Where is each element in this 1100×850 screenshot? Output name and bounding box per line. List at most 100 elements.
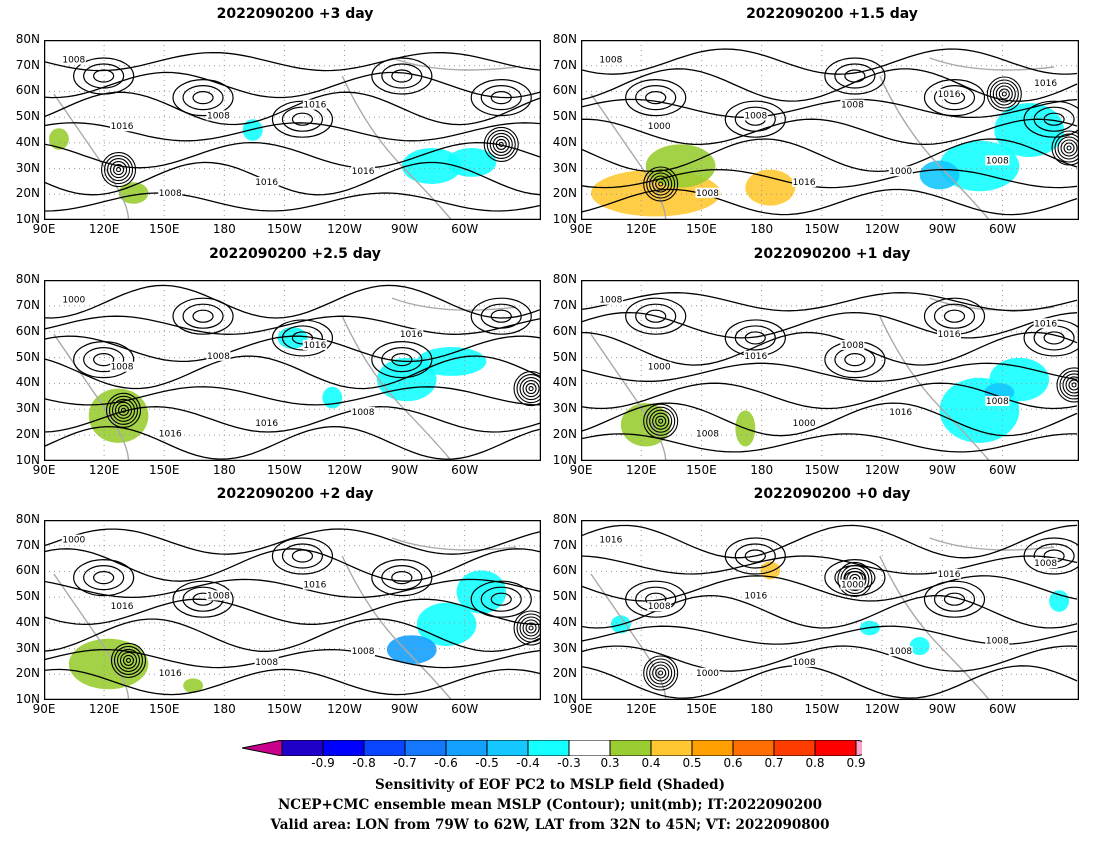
cyclone-contour [1054, 133, 1079, 163]
cyclone-contour [1065, 376, 1079, 394]
cyclone-contour [1060, 139, 1078, 157]
isobar-loop [271, 100, 334, 138]
latitude-label: 70N [552, 537, 577, 552]
contour-value-label: 1016 [303, 581, 326, 591]
latitude-label: 50N [552, 109, 577, 124]
colorbar-end-high [855, 740, 862, 756]
cyclone-contour [1063, 142, 1075, 154]
isobar-loop [470, 297, 532, 335]
isobar-loop [734, 543, 776, 569]
contour-value-label: 1000 [889, 167, 912, 177]
latitude-label: 80N [552, 32, 577, 46]
contour-value-label: 1016 [1034, 319, 1057, 329]
contour-value-label: 1016 [111, 602, 134, 612]
longitude-label: 90W [391, 702, 419, 716]
isobar-contour [581, 188, 1078, 216]
isobar-loop [470, 580, 532, 618]
longitude-label: 60W [451, 463, 479, 477]
longitude-label: 90E [32, 463, 56, 477]
sensitivity-shading [446, 148, 497, 177]
isobar-loop [635, 586, 677, 612]
contour-value-label: 1008 [1034, 559, 1057, 569]
isobar-contour [44, 648, 541, 669]
longitude-label: 180 [750, 463, 774, 477]
longitude-label: 150E [148, 463, 180, 477]
latitude-label: 70N [552, 297, 577, 312]
isobar-loop [923, 78, 986, 117]
longitude-label: 90E [569, 702, 593, 716]
isobar-contour [581, 68, 1078, 102]
isobar-loop [93, 570, 115, 585]
latitude-label: 60N [15, 323, 40, 338]
longitude-label: 120E [88, 463, 120, 477]
colorbar-segment [363, 740, 406, 756]
isobar-loop [490, 309, 512, 323]
colorbar-tick-label: 0.3 [600, 756, 620, 770]
isobar-loop [93, 353, 115, 367]
cyclone-contour [119, 651, 138, 669]
longitude-label: 60W [451, 222, 479, 236]
colorbar-tick-label: -0.8 [352, 756, 376, 770]
contour-value-label: 1008 [986, 636, 1009, 646]
longitude-label: 120E [88, 702, 120, 716]
longitude-label: 120W [327, 463, 362, 477]
contour-value-label: 1000 [696, 669, 719, 679]
contour-value-label: 1008 [111, 363, 134, 373]
contour-value-label: 1008 [159, 189, 182, 199]
cyclone-contour [113, 645, 144, 675]
cyclone-contour [998, 88, 1010, 100]
isobar-contour [44, 548, 541, 582]
cyclone-contour [995, 85, 1013, 103]
isobar-contour [44, 618, 541, 653]
isobar-contour [44, 406, 541, 433]
isobar-loop [480, 303, 522, 329]
cyclone-contour [652, 175, 670, 193]
contour-value-label: 1000 [648, 122, 671, 132]
isobar-loop [635, 84, 677, 111]
isobar-loop [923, 580, 986, 618]
isobar-loop [381, 63, 423, 89]
isobar-contour [581, 382, 1078, 410]
caption-line-2: NCEP+CMC ensemble mean MSLP (Contour); u… [277, 797, 823, 813]
longitude-label: 150E [686, 463, 717, 477]
longitude-label: 120W [864, 463, 900, 477]
colorbar-tick-label: 0.4 [641, 756, 661, 770]
isobar-loop [291, 331, 314, 345]
isobar-contour [44, 91, 541, 126]
isobar-loop [734, 325, 776, 351]
longitude-label: 150E [148, 222, 180, 236]
isobar-loop [933, 303, 976, 329]
isobar-contour [44, 315, 541, 335]
isobar-loop [391, 570, 413, 585]
latitude-label: 40N [15, 375, 40, 390]
latitude-label: 70N [15, 537, 40, 552]
cyclone-contour [114, 401, 133, 419]
contour-value-label: 1016 [159, 430, 182, 440]
panel-title-plus2p5: 2022090200 +2.5 day [209, 246, 381, 262]
isobar-loop [192, 90, 214, 105]
colorbar-tick-label: 0.9 [846, 756, 866, 770]
map-panel-plus3: 1008 1016 1008 1008 1016 1016 1016 [44, 40, 541, 220]
latitude-label: 60N [552, 323, 577, 338]
latitude-label: 20N [15, 666, 40, 681]
latitude-label: 10N [552, 692, 577, 706]
panel-title-plus2: 2022090200 +2 day [216, 486, 374, 502]
sensitivity-shading [909, 637, 930, 655]
longitude-label: 120W [327, 702, 362, 716]
longitude-label: 120E [625, 222, 657, 236]
longitude-label: 90W [928, 702, 956, 716]
isobar-loop [844, 353, 866, 367]
longitude-label: 90E [32, 702, 56, 716]
latitude-label: 50N [15, 589, 40, 604]
isobar-contour [44, 598, 541, 626]
isobar-loop [734, 106, 776, 132]
longitude-label: 60W [451, 702, 479, 716]
isobar-loop [943, 309, 966, 323]
cyclone-contour [1057, 136, 1079, 160]
cyclone-contour [652, 664, 670, 682]
isobar-contour [581, 555, 1078, 575]
sensitivity-shading [919, 160, 960, 190]
isobar-loop [824, 558, 886, 597]
contour-value-label: 1008 [207, 111, 230, 121]
latitude-label: 30N [15, 401, 40, 416]
